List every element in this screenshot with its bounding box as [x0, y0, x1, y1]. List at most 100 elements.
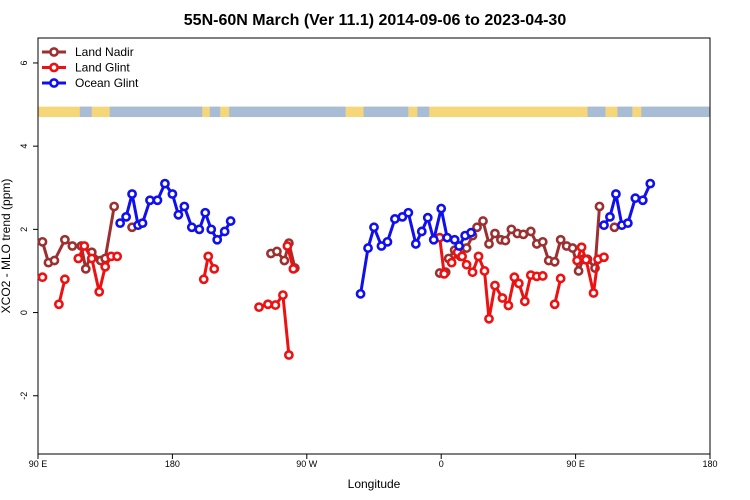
data-point	[167, 189, 178, 199]
data-point	[478, 216, 488, 226]
data-point	[37, 236, 48, 247]
data-point	[513, 278, 524, 289]
data-point	[439, 268, 450, 279]
data-point	[179, 201, 190, 212]
data-point	[509, 272, 520, 283]
data-point	[200, 207, 211, 218]
data-point	[109, 201, 120, 212]
data-point	[282, 241, 293, 251]
data-point	[467, 267, 478, 278]
data-point	[449, 234, 460, 245]
data-point	[137, 218, 148, 229]
legend-label: Ocean Glint	[75, 76, 139, 90]
data-point	[254, 302, 264, 313]
data-point	[519, 296, 530, 307]
data-point	[484, 239, 494, 249]
legend-marker	[49, 78, 59, 88]
x-tick-label: 90 E	[29, 459, 48, 469]
data-point	[115, 218, 126, 229]
data-point	[270, 300, 281, 310]
x-axis-label: Longitude	[348, 477, 401, 491]
data-point	[363, 243, 373, 253]
data-point	[225, 216, 236, 226]
data-point	[145, 195, 155, 206]
data-point	[186, 222, 197, 233]
data-point	[410, 239, 421, 249]
data-point	[194, 224, 205, 235]
data-point	[272, 246, 282, 257]
data-point	[219, 226, 230, 237]
series-line	[438, 237, 446, 275]
map-strip-ocean	[79, 106, 92, 118]
data-point	[416, 226, 427, 237]
data-point	[173, 209, 184, 220]
map-strip-ocean	[209, 106, 221, 118]
data-point	[390, 214, 400, 224]
data-point	[599, 220, 609, 231]
data-point	[160, 178, 170, 189]
data-point	[152, 195, 163, 206]
map-strip-ocean	[587, 106, 606, 118]
data-point	[59, 234, 70, 245]
data-point	[79, 241, 90, 251]
map-strip-ocean	[109, 106, 203, 118]
data-point	[472, 222, 482, 233]
data-point	[203, 251, 214, 262]
chart-title: 55N-60N March (Ver 11.1) 2014-09-06 to 2…	[184, 12, 567, 29]
y-tick-label: 6	[19, 60, 29, 65]
legend-item: Land Glint	[42, 61, 130, 75]
data-point	[73, 253, 84, 264]
x-tick-label: 90 E	[566, 459, 585, 469]
data-point	[484, 313, 494, 324]
y-tick-label: -2	[19, 392, 29, 400]
data-point	[112, 251, 123, 262]
data-point	[86, 253, 97, 264]
data-point	[473, 251, 484, 262]
map-strip-ocean	[417, 106, 430, 118]
data-point	[573, 266, 584, 276]
x-tick-label: 180	[702, 459, 717, 469]
legend-label: Land Glint	[75, 61, 130, 75]
data-point	[212, 234, 223, 245]
data-point	[209, 263, 220, 274]
legend-marker	[49, 47, 59, 57]
data-point	[49, 255, 60, 266]
data-point	[428, 234, 439, 245]
data-point	[479, 266, 490, 276]
series-land-glint	[37, 232, 609, 360]
data-point	[288, 263, 299, 274]
data-point	[518, 229, 529, 240]
data-point	[490, 228, 500, 239]
data-point	[588, 288, 599, 298]
y-tick-label: 2	[19, 227, 29, 232]
data-point	[537, 271, 548, 281]
series-layer	[37, 178, 656, 360]
data-point	[283, 350, 294, 360]
data-point	[100, 261, 111, 272]
data-point	[549, 299, 560, 310]
data-point	[403, 207, 414, 218]
data-point	[572, 255, 582, 266]
data-point	[503, 300, 514, 311]
data-point	[525, 226, 536, 237]
data-point	[355, 288, 366, 299]
data-point	[121, 211, 132, 222]
data-point	[599, 252, 609, 263]
data-point	[549, 256, 560, 267]
data-point	[567, 243, 578, 253]
data-point	[605, 211, 615, 222]
x-tick-label: 180	[165, 459, 180, 469]
data-point	[581, 254, 591, 265]
data-point	[37, 272, 48, 283]
legend-item: Ocean Glint	[42, 76, 139, 90]
data-point	[537, 236, 548, 247]
legend-item: Land Nadir	[42, 45, 134, 59]
data-point	[466, 227, 476, 238]
data-point	[454, 241, 465, 251]
map-strip-ocean	[617, 106, 633, 118]
data-point	[198, 274, 209, 285]
data-point	[457, 251, 468, 262]
data-point	[369, 222, 379, 233]
data-point	[630, 193, 641, 204]
